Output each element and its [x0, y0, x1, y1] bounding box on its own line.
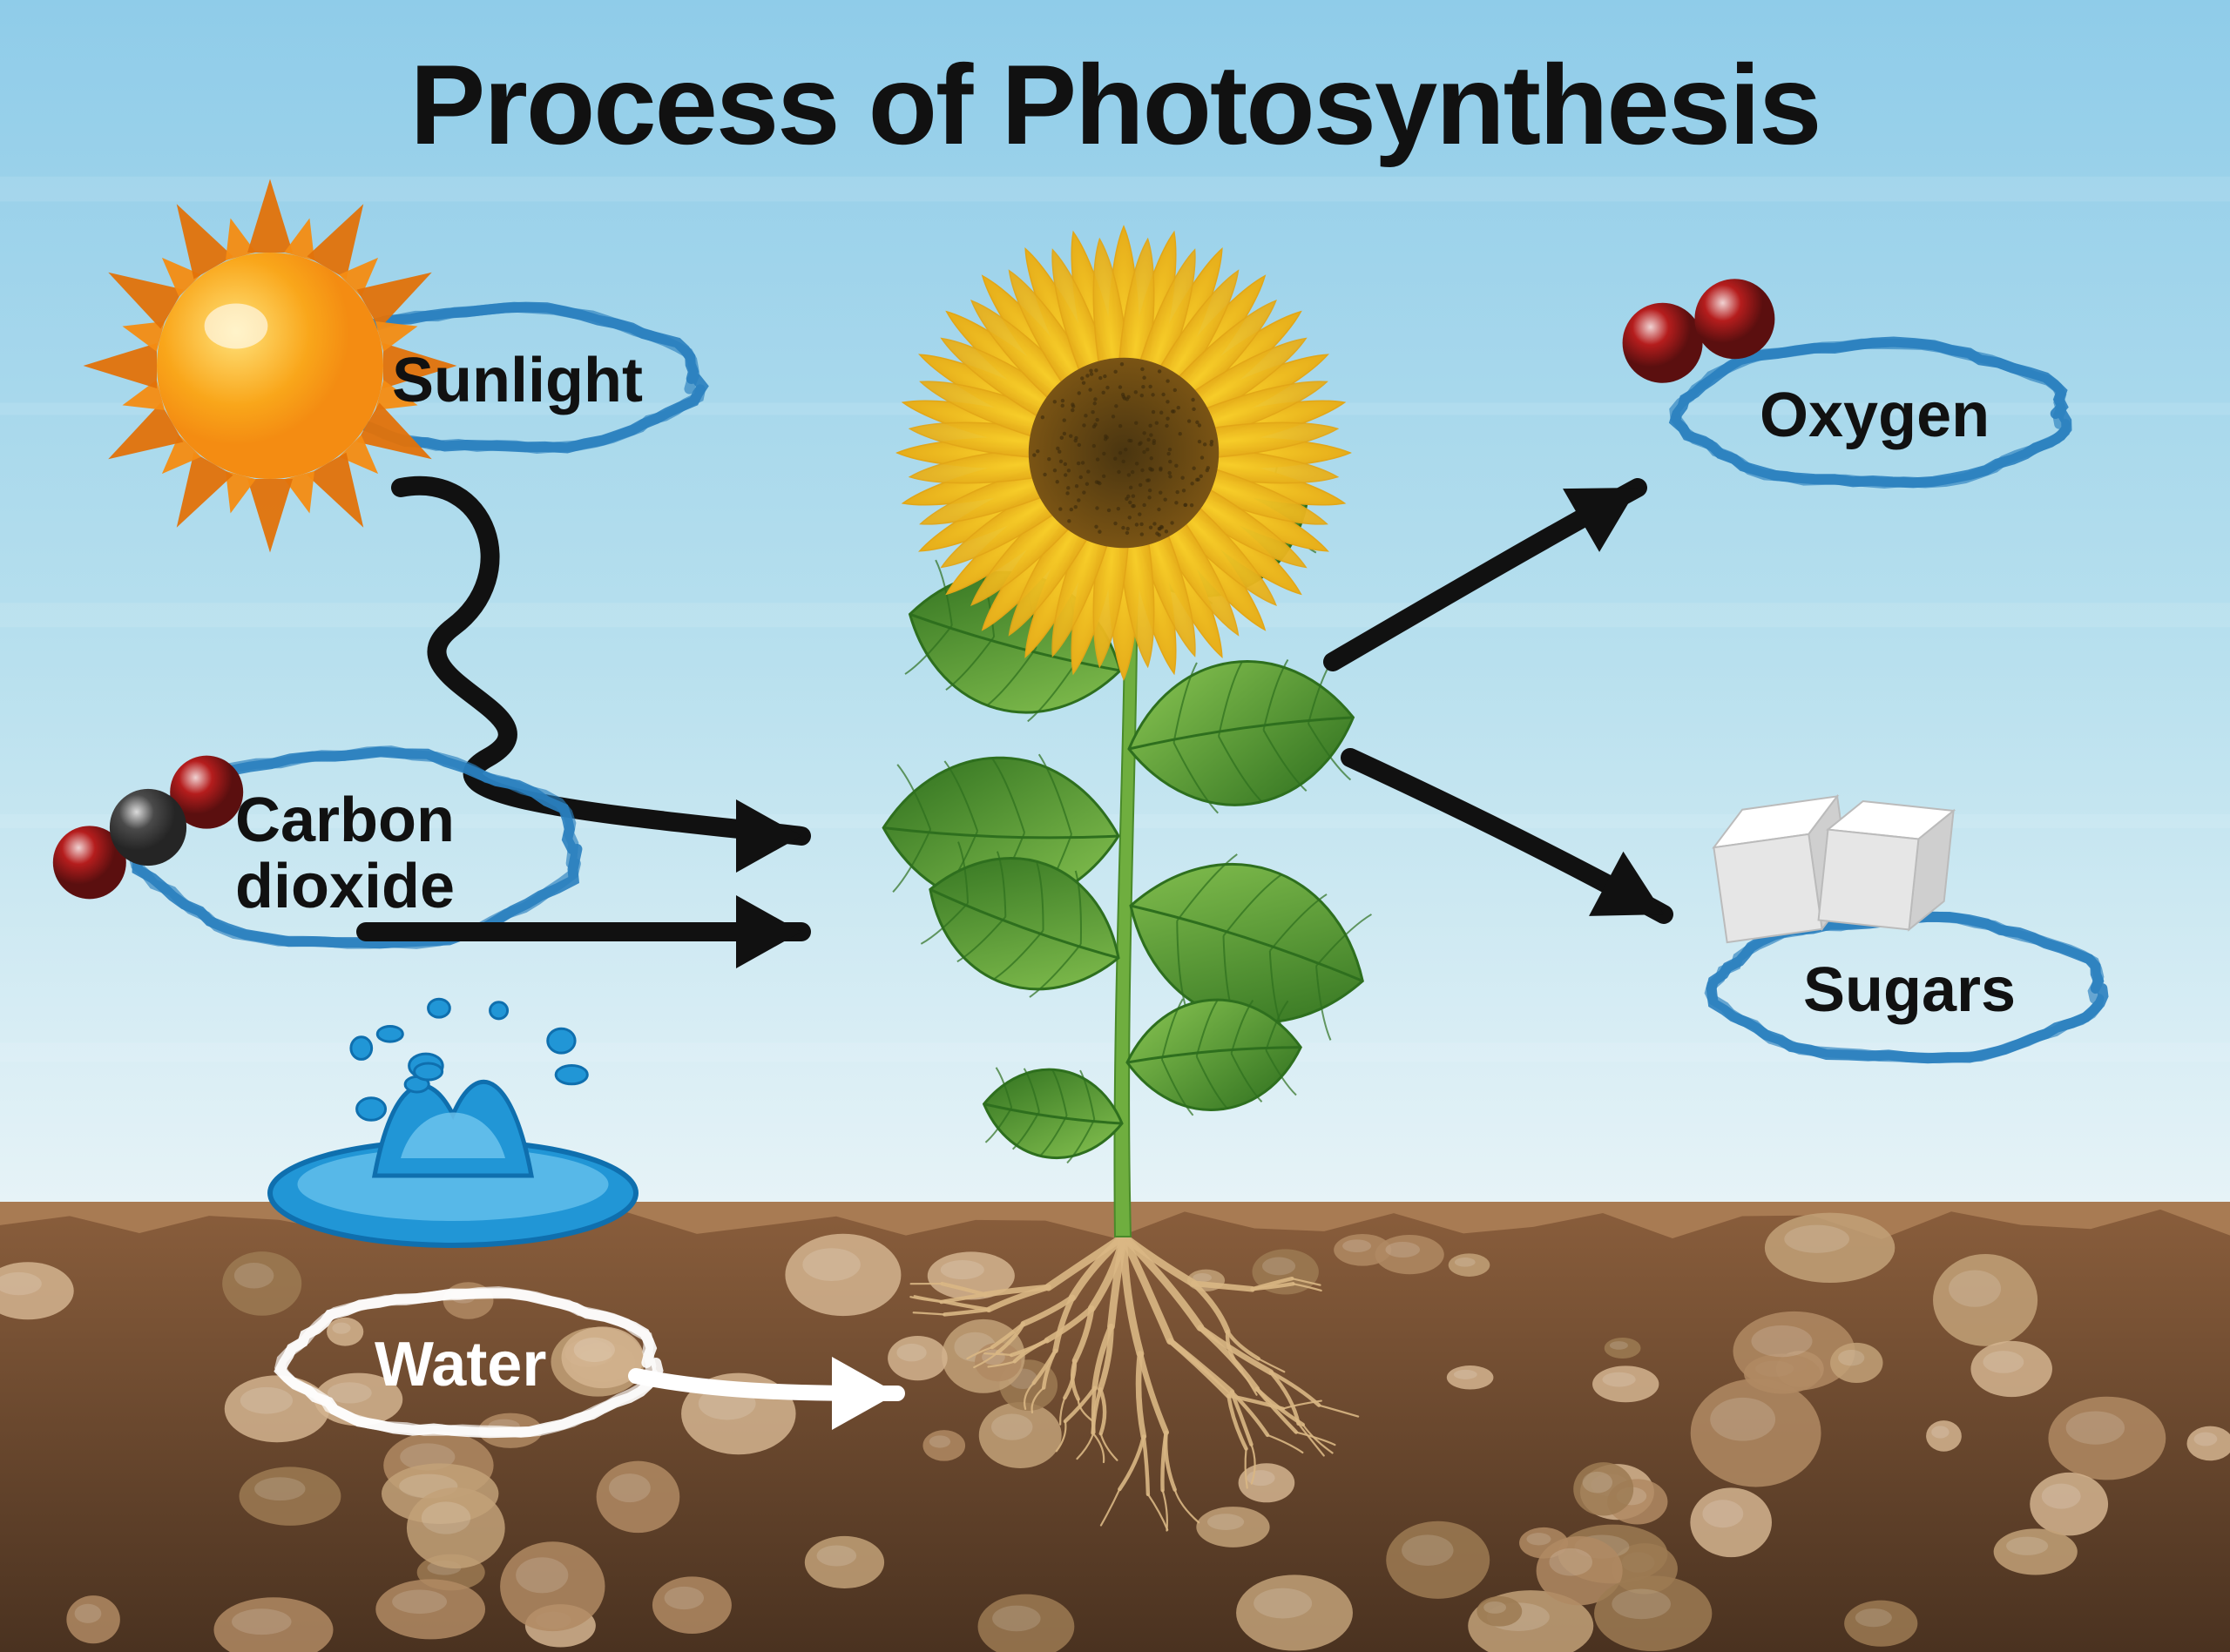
ground-soil	[0, 1202, 2230, 1652]
sugars-label: Sugars	[1803, 958, 2016, 1024]
diagram-title: Process of Photosynthesis	[0, 39, 2230, 170]
water-label: Water	[375, 1332, 546, 1399]
sunlight-label: Sunlight	[392, 348, 643, 415]
oxygen-label: Oxygen	[1760, 383, 1990, 449]
photosynthesis-diagram: Process of Photosynthesis Sunlight Carbon…	[0, 0, 2230, 1652]
carbon-dioxide-label: Carbon dioxide	[235, 788, 455, 920]
